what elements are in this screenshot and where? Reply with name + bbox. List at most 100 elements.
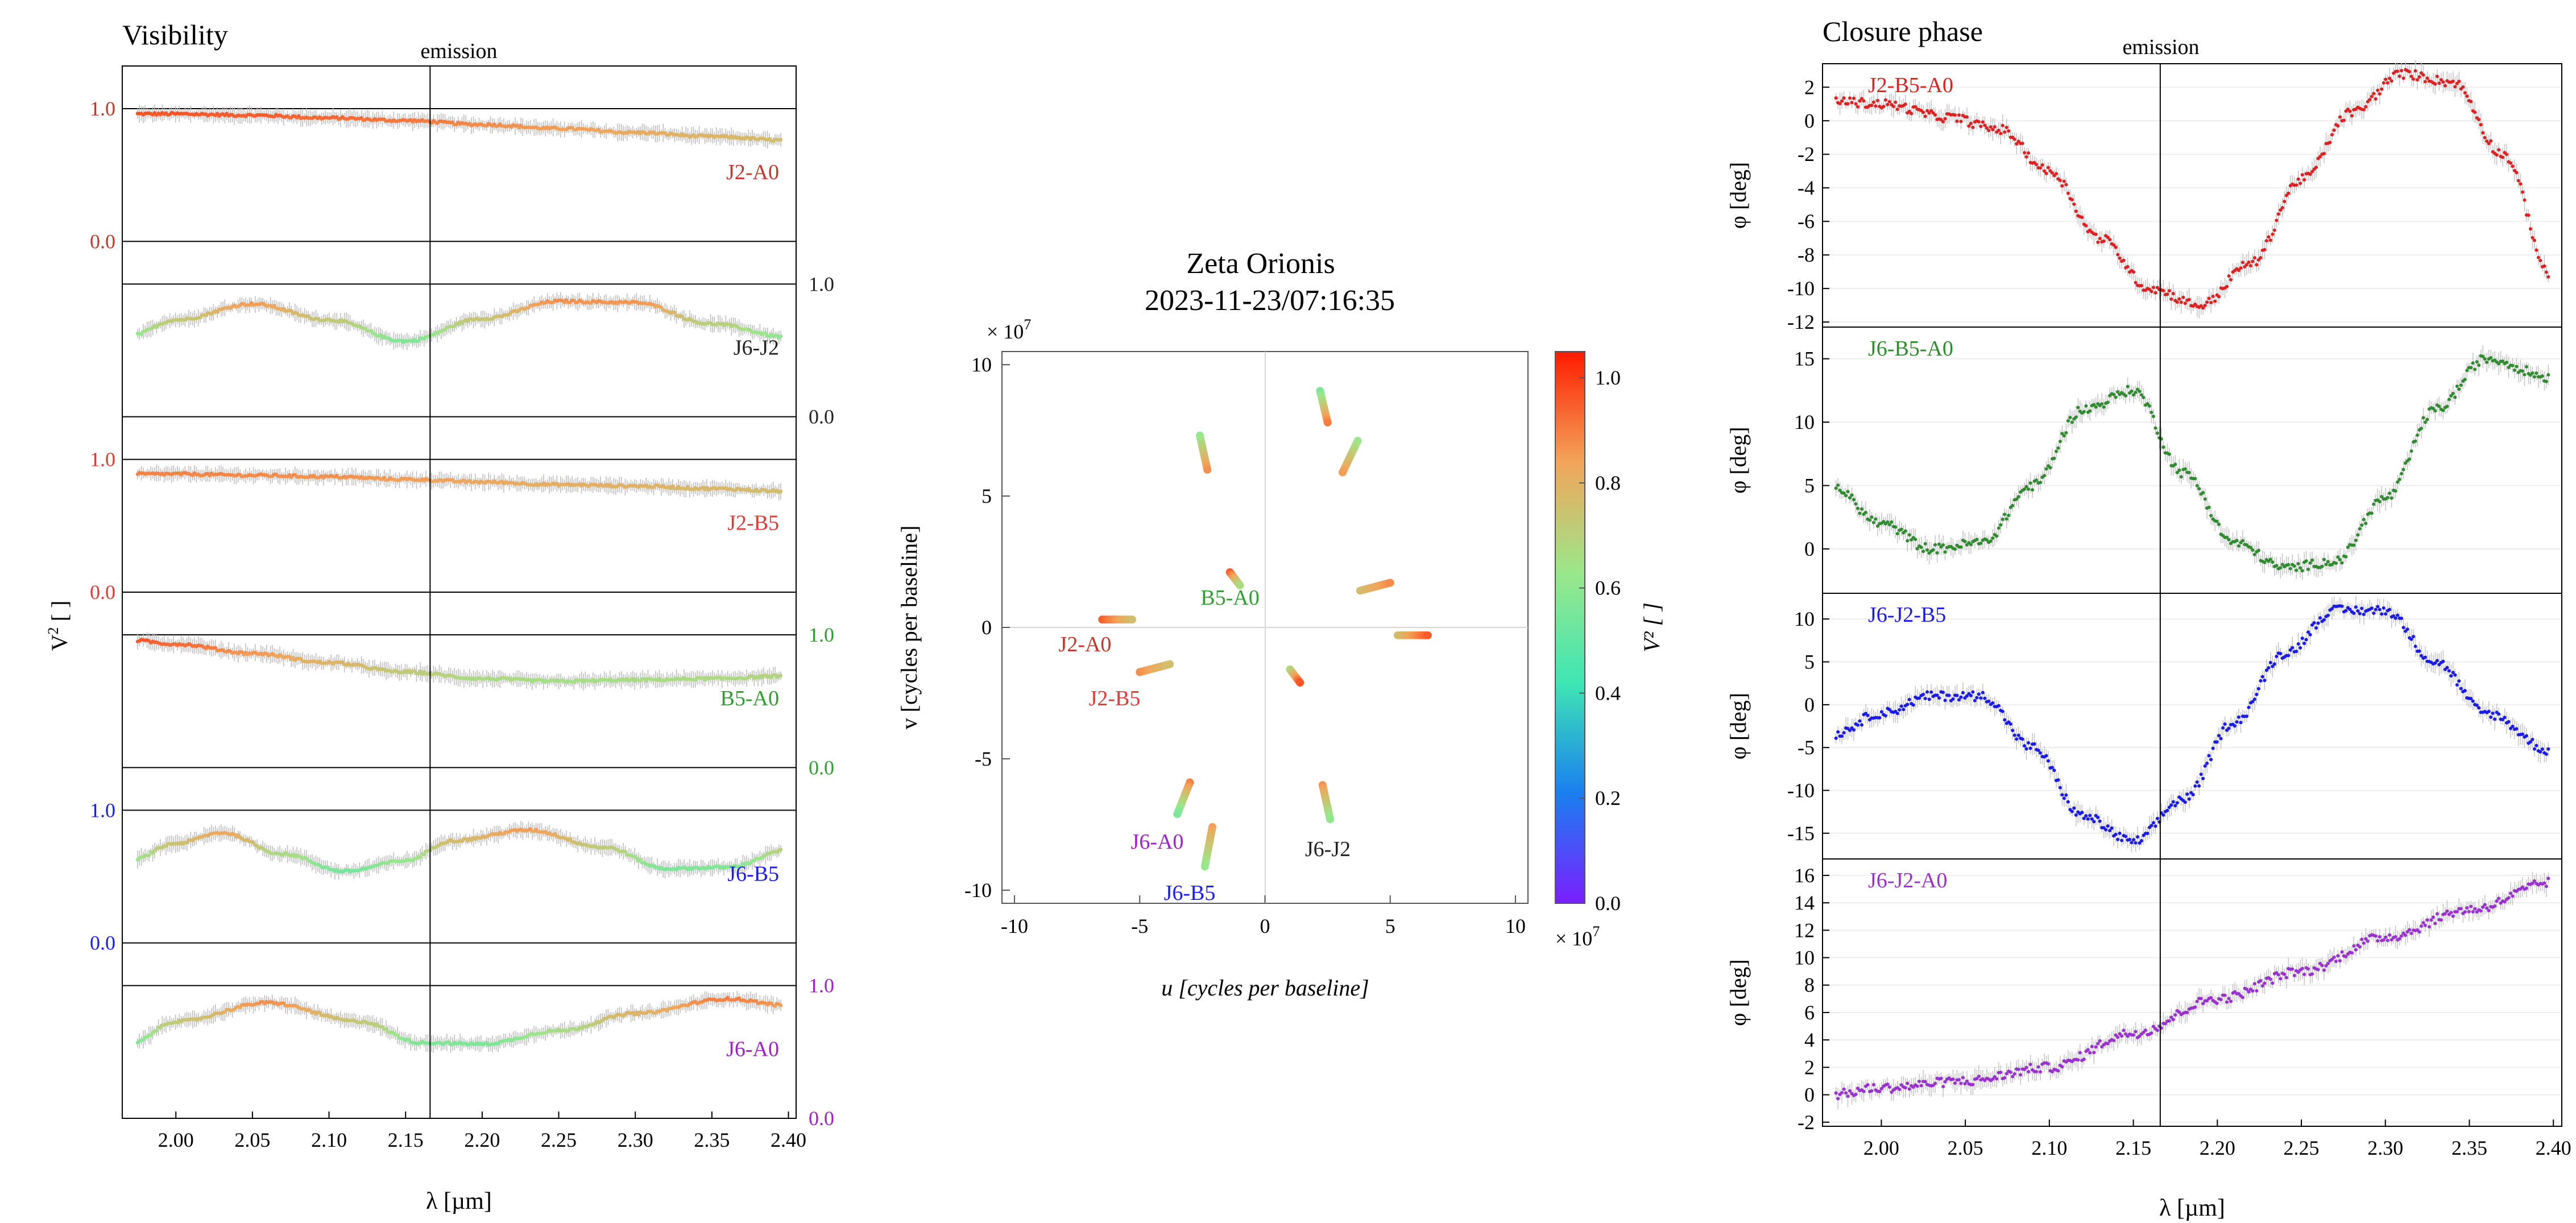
visibility-x-tick-label: 2.35	[694, 1129, 730, 1151]
closure-phase-point	[1840, 99, 1844, 103]
visibility-panels: 1.0 0.0 J2-A0 1.0 0.0 J6-J2 1.0 0.0 J2-B5 1.0 0.0 B…	[90, 97, 834, 1130]
closure-phase-emission-label: emission	[2122, 35, 2199, 59]
closure-phase-point	[2070, 197, 2074, 201]
closure-phase-point	[2177, 297, 2181, 301]
closure-phase-point	[2050, 171, 2054, 175]
closure-phase-point	[2295, 183, 2298, 187]
closure-phase-point	[1854, 102, 1858, 106]
uv-x-tick-label: -5	[1131, 915, 1148, 937]
closure-phase-point	[2024, 155, 2028, 159]
closure-phase-point	[2064, 183, 2068, 187]
closure-phase-point	[2066, 191, 2070, 195]
closure-phase-point	[2239, 266, 2243, 270]
closure-phase-point	[2348, 109, 2352, 113]
closure-phase-point	[2140, 283, 2144, 287]
visibility-tick-label: 0.0	[90, 230, 115, 253]
closure-phase-point	[2116, 253, 2120, 257]
closure-phase-point	[2389, 79, 2393, 83]
visibility-point	[778, 489, 783, 494]
closure-phase-point	[2205, 300, 2209, 304]
closure-phase-point	[2134, 280, 2138, 284]
closure-phase-point	[2181, 295, 2185, 299]
visibility-tick-label: 0.0	[809, 756, 834, 779]
uv-point	[1128, 615, 1137, 624]
closure-phase-point	[1971, 125, 1975, 129]
closure-phase-point	[2330, 133, 2334, 137]
visibility-point	[378, 333, 383, 337]
closure-phase-point	[2175, 300, 2179, 304]
visibility-tick-label: 0.0	[90, 581, 115, 604]
closure-phase-point	[2396, 69, 2400, 73]
uv-track-J2-A0	[1393, 631, 1432, 639]
visibility-point	[778, 334, 783, 338]
visibility-x-tick-label: 2.05	[234, 1129, 270, 1151]
closure-phase-point	[2072, 203, 2076, 206]
uv-point	[1423, 631, 1432, 639]
visibility-point	[597, 127, 600, 131]
closure-phase-point	[1941, 119, 1945, 123]
closure-phase-point	[2372, 92, 2376, 96]
visibility-point	[450, 120, 455, 125]
closure-phase-point	[2211, 295, 2215, 299]
visibility-x-tick-label: 2.20	[464, 1129, 500, 1151]
visibility-tick-label: 1.0	[90, 448, 115, 471]
visibility-point	[638, 857, 643, 862]
uv-point	[1203, 465, 1212, 474]
closure-phase-point	[1891, 105, 1895, 109]
visibility-point	[139, 332, 143, 336]
visibility-series-J2-A0	[135, 104, 783, 149]
closure-phase-point	[2118, 256, 2122, 260]
closure-phase-point	[2098, 237, 2102, 241]
closure-phase-point	[2003, 130, 2007, 134]
closure-phase-point	[2240, 261, 2244, 265]
uv-track-J2-B5	[1136, 660, 1174, 676]
closure-phase-point	[1846, 102, 1850, 106]
closure-phase-point	[1850, 101, 1854, 105]
closure-phase-point	[2259, 256, 2263, 260]
closure-phase-point	[1870, 104, 1874, 108]
closure-phase-point	[2342, 118, 2346, 122]
closure-phase-point	[2296, 177, 2300, 181]
closure-phase-point	[2020, 142, 2024, 146]
visibility-series-label: J2-A0	[726, 160, 779, 184]
visibility-title: Visibility	[122, 19, 228, 51]
closure-phase-point	[1993, 125, 1997, 129]
closure-phase-point	[1957, 113, 1961, 117]
closure-phase-point	[2167, 289, 2171, 293]
closure-phase-point	[2322, 151, 2326, 155]
visibility-x-tick-label: 2.15	[388, 1129, 424, 1151]
closure-phase-point	[2023, 151, 2027, 155]
closure-phase-point	[2378, 92, 2382, 96]
closure-phase-point	[2227, 274, 2231, 278]
visibility-point	[778, 138, 783, 142]
visibility-point	[155, 1028, 159, 1033]
closure-phase-point	[2126, 265, 2130, 268]
visibility-tick-label: 1.0	[90, 97, 115, 120]
closure-phase-title: Closure phase	[1823, 15, 1983, 47]
closure-phase-point	[2264, 239, 2268, 243]
closure-phase-point	[2187, 298, 2191, 301]
closure-phase-point	[2276, 212, 2280, 216]
uv-track-B5-A0	[1286, 665, 1304, 687]
closure-phase-point	[1977, 120, 1981, 124]
visibility-series-J2-B5	[135, 464, 783, 501]
closure-phase-point	[2005, 125, 2008, 129]
closure-phase-point	[2171, 292, 2175, 296]
visibility-series-label: J6-A0	[726, 1038, 779, 1061]
uv-label-J2-B5: J2-B5	[1089, 687, 1141, 710]
visibility-x-tick-label: 2.00	[158, 1129, 194, 1151]
closure-phase-point	[1882, 105, 1886, 109]
closure-phase-point	[2151, 286, 2155, 290]
closure-phase-point	[2080, 215, 2084, 219]
visibility-chart: Visibility emission V2 [ ] 1.00.0J2-A01.…	[45, 19, 834, 1214]
colorbar-label: V² [ ]	[1639, 602, 1664, 652]
closure-phase-point	[2328, 141, 2332, 144]
closure-phase-point	[2255, 263, 2259, 267]
uv-label-B5-A0: B5-A0	[1200, 586, 1259, 610]
uv-point	[1323, 418, 1332, 427]
visibility-point	[204, 313, 208, 317]
closure-phase-point	[2263, 248, 2267, 252]
closure-phase-point	[1886, 102, 1890, 106]
closure-phase-y-tick-label: 2	[1804, 76, 1815, 98]
